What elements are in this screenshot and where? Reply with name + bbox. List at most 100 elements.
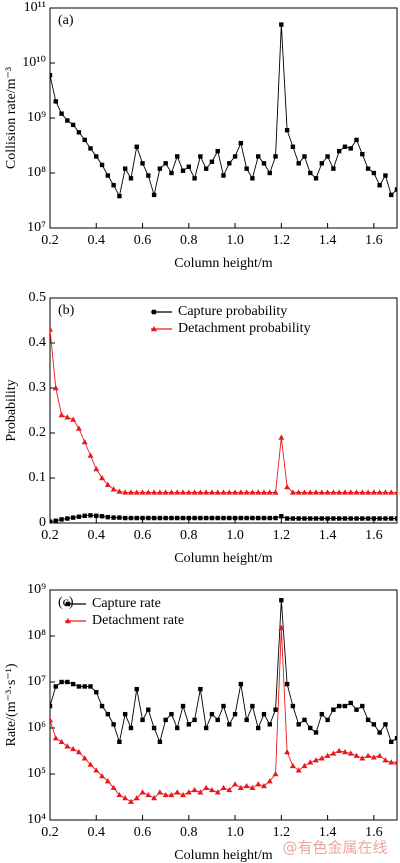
data-point bbox=[53, 518, 58, 523]
data-point bbox=[59, 517, 64, 522]
data-point bbox=[325, 154, 330, 159]
data-point bbox=[301, 762, 308, 769]
data-point bbox=[232, 489, 239, 495]
data-point bbox=[244, 166, 249, 171]
data-point bbox=[249, 784, 256, 791]
data-point bbox=[394, 736, 397, 741]
data-point bbox=[76, 130, 82, 135]
data-point bbox=[336, 747, 343, 753]
data-point bbox=[284, 749, 291, 755]
data-point bbox=[203, 725, 209, 731]
data-point bbox=[348, 700, 353, 706]
data-point bbox=[58, 738, 65, 745]
data-point bbox=[318, 489, 325, 495]
data-point bbox=[174, 789, 181, 795]
data-point bbox=[348, 516, 353, 521]
data-point bbox=[365, 166, 371, 171]
data-point bbox=[371, 722, 377, 727]
data-point bbox=[203, 166, 209, 171]
legend-label: Capture rate bbox=[92, 596, 161, 611]
panel-label: (b) bbox=[58, 303, 75, 318]
x-tick-label: 0.2 bbox=[41, 825, 59, 840]
data-point bbox=[64, 414, 71, 420]
data-point bbox=[256, 515, 261, 521]
data-point bbox=[354, 516, 359, 521]
data-point bbox=[313, 757, 320, 763]
data-point bbox=[117, 739, 122, 745]
x-tick-label: 0.2 bbox=[41, 233, 59, 248]
legend-marker bbox=[65, 601, 71, 607]
data-point bbox=[365, 489, 372, 495]
data-point bbox=[221, 515, 226, 521]
data-point bbox=[53, 99, 58, 104]
data-point bbox=[370, 489, 377, 495]
data-point bbox=[99, 773, 106, 779]
x-tick-label: 1.4 bbox=[319, 528, 337, 543]
data-point bbox=[50, 519, 53, 523]
data-point bbox=[163, 515, 168, 521]
data-point bbox=[394, 187, 397, 192]
data-point bbox=[59, 111, 64, 116]
data-point bbox=[81, 755, 88, 761]
data-point bbox=[347, 489, 354, 495]
data-point bbox=[186, 164, 191, 169]
legend-marker bbox=[65, 618, 71, 624]
data-point bbox=[70, 122, 76, 128]
data-point bbox=[87, 452, 94, 458]
data-point bbox=[87, 761, 94, 767]
data-point bbox=[209, 159, 215, 164]
data-point bbox=[295, 767, 302, 773]
data-point bbox=[214, 489, 221, 495]
data-point bbox=[272, 489, 279, 495]
data-point bbox=[348, 146, 353, 151]
data-point bbox=[203, 515, 209, 521]
data-point bbox=[151, 725, 157, 731]
x-tick-label: 0.4 bbox=[88, 825, 106, 840]
data-point bbox=[99, 514, 105, 519]
data-point bbox=[215, 148, 220, 154]
legend-label: Detachment probability bbox=[178, 321, 311, 336]
data-point bbox=[284, 128, 290, 133]
x-tick-label: 0.8 bbox=[180, 528, 198, 543]
data-point bbox=[128, 725, 134, 731]
data-point bbox=[377, 516, 382, 521]
data-point bbox=[302, 717, 307, 723]
data-point bbox=[145, 791, 152, 798]
data-point bbox=[226, 489, 233, 495]
data-point bbox=[325, 717, 330, 723]
data-point bbox=[232, 781, 239, 787]
data-point bbox=[58, 412, 65, 418]
data-point bbox=[273, 154, 278, 159]
data-point bbox=[156, 789, 163, 795]
data-point bbox=[175, 154, 180, 159]
data-point bbox=[244, 515, 249, 521]
data-point bbox=[227, 515, 232, 521]
data-point bbox=[180, 515, 186, 521]
data-point bbox=[382, 489, 389, 495]
y-tick-label: 0.3 bbox=[29, 380, 47, 395]
data-point bbox=[238, 681, 244, 687]
data-point bbox=[145, 489, 152, 495]
data-point bbox=[122, 515, 128, 521]
x-tick-label: 0.6 bbox=[134, 825, 152, 840]
data-point bbox=[133, 489, 140, 495]
data-point bbox=[290, 144, 296, 149]
data-point bbox=[191, 786, 198, 793]
data-point bbox=[50, 703, 53, 709]
data-point bbox=[279, 514, 284, 519]
data-point bbox=[94, 690, 99, 695]
data-point bbox=[168, 489, 175, 495]
data-point bbox=[169, 711, 174, 717]
data-point bbox=[111, 515, 116, 520]
data-point bbox=[110, 486, 117, 492]
series-line bbox=[50, 329, 397, 493]
data-point bbox=[302, 154, 307, 159]
y-axis-label: Collision rate/m⁻³ bbox=[4, 67, 19, 169]
data-point bbox=[273, 707, 278, 712]
data-point bbox=[284, 484, 291, 490]
data-point bbox=[289, 762, 296, 769]
legend-label: Detachment rate bbox=[92, 613, 184, 628]
data-point bbox=[353, 752, 360, 758]
data-point bbox=[157, 515, 163, 521]
data-point bbox=[186, 722, 191, 727]
